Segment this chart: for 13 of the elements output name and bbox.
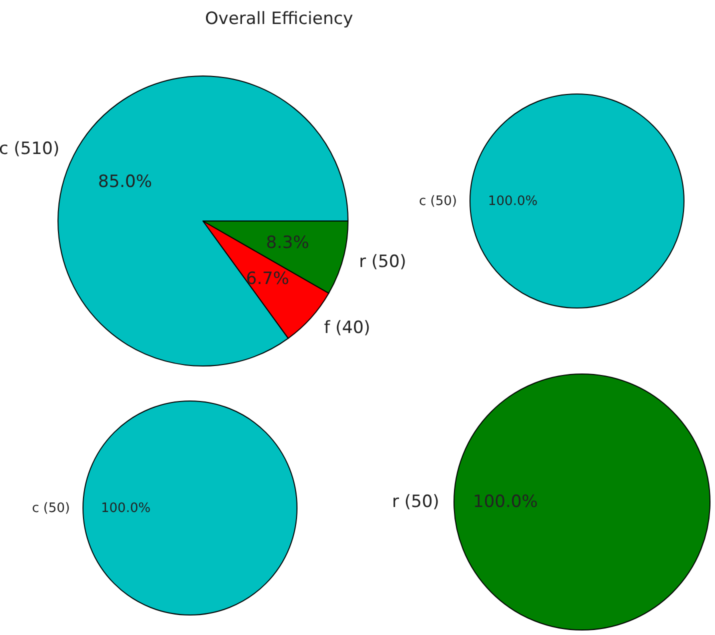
- chart-title: Overall Efficiency: [205, 9, 354, 29]
- slice-label: c (50): [419, 194, 457, 209]
- slice-label: c (50): [32, 501, 70, 516]
- data-label: 6.7%: [246, 269, 290, 289]
- slice-label: f (40): [324, 318, 370, 338]
- slice-label: r (50): [359, 252, 406, 272]
- data-label: 100.0%: [473, 492, 538, 512]
- data-label: 100.0%: [101, 501, 151, 516]
- data-label: 100.0%: [488, 194, 538, 209]
- data-label: 8.3%: [266, 233, 310, 253]
- slice-label: r (50): [392, 492, 440, 512]
- data-label: 85.0%: [98, 172, 152, 192]
- slice-label: c (510): [0, 139, 60, 159]
